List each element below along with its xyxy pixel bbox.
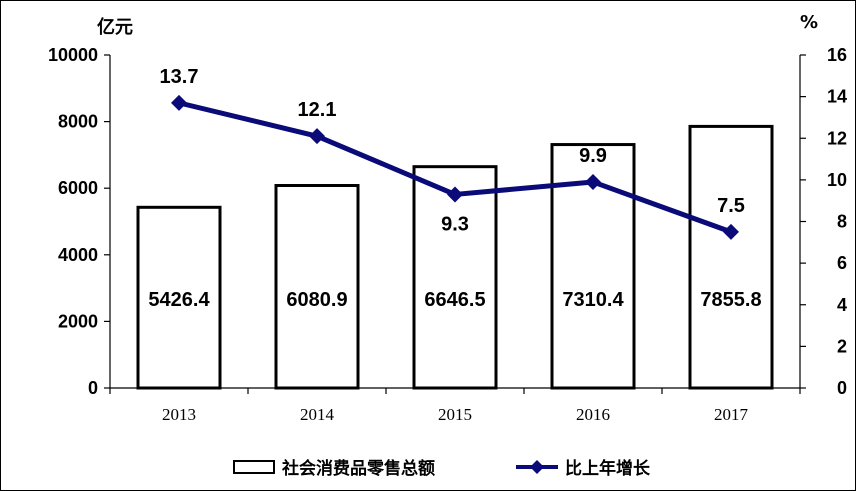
legend: 社会消费品零售总额 比上年增长 [233, 458, 651, 479]
growth-rate-marker [447, 186, 463, 203]
legend-bar-label: 社会消费品零售总额 [281, 458, 435, 479]
left-axis-tick-label: 6000 [58, 178, 98, 198]
right-axis-tick-label: 8 [837, 212, 847, 232]
right-axis-tick-label: 6 [837, 253, 847, 273]
left-axis-tick-label: 10000 [48, 45, 98, 65]
retail-sales-bar [136, 205, 222, 390]
growth-rate-marker [171, 94, 187, 111]
growth-rate-value-label: 13.7 [160, 66, 199, 88]
retail-sales-bar [688, 124, 774, 390]
right-axis-tick-label: 4 [837, 295, 847, 315]
left-axis-tick-label: 0 [88, 378, 98, 398]
right-axis-tick-label: 12 [827, 128, 847, 148]
retail-sales-bar-value-label: 6646.5 [424, 289, 485, 311]
x-axis-category-label: 2017 [714, 405, 749, 424]
growth-rate-value-label: 9.3 [441, 213, 469, 235]
growth-rate-value-label: 9.9 [579, 145, 607, 167]
retail-sales-bar-value-label: 6080.9 [286, 289, 347, 311]
right-axis-tick-label: 10 [827, 170, 847, 190]
growth-rate-marker [723, 223, 739, 240]
retail-sales-bar-value-label: 5426.4 [148, 289, 210, 311]
left-axis-tick-label: 8000 [58, 112, 98, 132]
x-axis-category-label: 2015 [438, 405, 472, 424]
right-axis-unit: % [800, 12, 818, 33]
retail-sales-bar [274, 184, 360, 390]
legend-bar-swatch [233, 460, 275, 474]
x-axis-category-label: 2014 [300, 405, 335, 424]
left-axis-tick-label: 2000 [58, 311, 98, 331]
retail-sales-bar [412, 165, 498, 390]
x-axis-category-label: 2016 [576, 405, 610, 424]
legend-line-marker [530, 460, 544, 474]
growth-rate-value-label: 12.1 [298, 99, 337, 121]
right-axis-tick-label: 16 [827, 45, 847, 65]
legend-line-label: 比上年增长 [565, 458, 651, 479]
growth-rate-marker [585, 173, 601, 190]
x-axis-category-label: 2013 [162, 405, 196, 424]
left-axis-unit: 亿元 [97, 16, 133, 38]
retail-sales-bar-value-label: 7855.8 [700, 289, 761, 311]
right-axis-tick-label: 0 [837, 378, 847, 398]
left-axis-tick-label: 4000 [58, 245, 98, 265]
retail-sales-bar-value-label: 7310.4 [562, 289, 624, 311]
growth-rate-marker [309, 128, 325, 145]
growth-rate-value-label: 7.5 [717, 195, 745, 217]
right-axis-tick-label: 14 [827, 87, 847, 107]
right-axis-tick-label: 2 [837, 336, 847, 356]
